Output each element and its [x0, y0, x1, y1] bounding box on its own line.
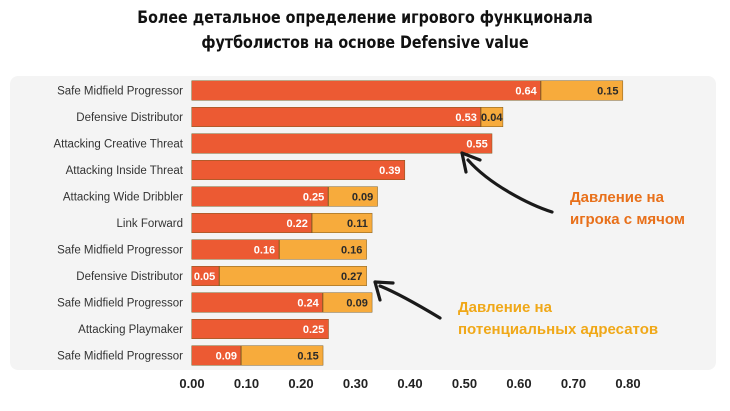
bar-value-label-series-2: 0.16	[341, 245, 362, 257]
bar-segment-series-2	[322, 293, 372, 312]
bar-segment-series-1	[192, 293, 323, 312]
bar-value-label-series-2: 0.04	[481, 112, 503, 124]
annotation-receiver-pressure: Давление на потенциальных адресатов	[458, 299, 658, 338]
bar-segment-series-1	[192, 187, 329, 206]
x-tick-label: 0.70	[561, 376, 586, 391]
category-label: Safe Midfield Progressor	[57, 245, 183, 257]
bar-segment-series-1	[192, 213, 312, 233]
x-tick-label: 0.40	[397, 376, 422, 391]
bar-value-label-series-1: 0.39	[379, 165, 400, 177]
bar-segment-series-2	[311, 213, 372, 233]
category-label: Defensive Distributor	[76, 271, 183, 283]
bar-value-label-series-2: 0.09	[346, 298, 367, 310]
bar-value-label-series-1: 0.05	[194, 271, 215, 283]
category-label: Attacking Playmaker	[78, 324, 183, 336]
x-tick-label: 0.30	[343, 376, 368, 391]
bar-segment-series-2	[480, 107, 503, 127]
category-label: Attacking Inside Threat	[66, 165, 184, 177]
bar-value-label-series-2: 0.15	[297, 351, 318, 363]
x-tick-label: 0.10	[234, 376, 259, 391]
category-label: Attacking Wide Dribbler	[63, 192, 183, 204]
chart-title: Более детальное определение игрового фун…	[58, 6, 671, 56]
x-tick-label: 0.60	[506, 376, 531, 391]
bar-value-label-series-2: 0.11	[347, 218, 368, 230]
annotation-receiver-pressure-line-2: потенциальных адресатов	[458, 321, 658, 338]
bar-segment-series-1	[192, 240, 280, 259]
bar-segment-series-2	[241, 346, 323, 365]
bar-value-label-series-1: 0.53	[455, 112, 476, 124]
bars-group: 0.64 0.15 0.53 0.04 0.55 0.39 0.25 0.09 0.22 0.11…	[191, 80, 624, 366]
chart-title-line-1: Более детальное определение игрового фун…	[137, 8, 593, 28]
bar-value-label-series-1: 0.24	[297, 298, 319, 310]
bar-segment-series-1	[192, 107, 481, 127]
bar-segment-series-1	[192, 134, 492, 153]
bar-segment-series-1	[192, 346, 242, 365]
bar-segment-series-1	[192, 319, 329, 339]
bar-value-label-series-2: 0.27	[341, 271, 362, 283]
bar-value-label-series-1: 0.55	[466, 139, 487, 151]
bar-segment-series-2	[328, 187, 378, 206]
bar-value-label-series-1: 0.25	[303, 324, 324, 336]
category-label: Link Forward	[117, 218, 183, 230]
category-label: Safe Midfield Progressor	[57, 298, 183, 310]
x-axis-ticks-group: 0.00 0.10 0.20 0.30 0.40 0.50 0.60 0.70 0.80	[179, 376, 640, 391]
annotation-ball-pressure-line-2: игрока с мячом	[570, 211, 685, 228]
annotation-receiver-pressure-line-1: Давление на	[458, 299, 553, 316]
bar-value-label-series-1: 0.22	[286, 218, 307, 230]
annotation-ball-pressure-line-1: Давление на	[570, 189, 665, 206]
annotation-ball-pressure: Давление на игрока с мячом	[570, 189, 685, 228]
category-labels-group: Safe Midfield Progressor Defensive Distri…	[53, 86, 183, 363]
bar-segment-series-2	[219, 266, 367, 286]
bar-segment-series-1	[192, 160, 405, 180]
category-label: Defensive Distributor	[76, 112, 183, 124]
bar-value-label-series-1: 0.16	[254, 245, 275, 257]
bar-segment-series-2	[540, 81, 623, 100]
bar-value-label-series-2: 0.15	[597, 86, 618, 98]
bar-value-label-series-2: 0.09	[352, 192, 373, 204]
bar-value-label-series-1: 0.09	[216, 351, 237, 363]
bar-segment-series-2	[279, 240, 367, 259]
x-tick-label: 0.80	[615, 376, 640, 391]
category-label: Safe Midfield Progressor	[57, 351, 183, 363]
bar-segment-series-1	[192, 266, 220, 286]
bar-segment-series-1	[192, 81, 541, 100]
arrow-receiver-pressure	[373, 280, 442, 320]
bar-value-label-series-1: 0.25	[303, 192, 324, 204]
x-tick-label: 0.20	[288, 376, 313, 391]
x-tick-label: 0.00	[179, 376, 204, 391]
x-tick-label: 0.50	[452, 376, 477, 391]
bar-value-label-series-1: 0.64	[515, 86, 537, 98]
chart-title-line-2: футболистов на основе Defensive value	[201, 33, 529, 53]
arrow-ball-pressure	[460, 151, 554, 214]
category-label: Safe Midfield Progressor	[57, 86, 183, 98]
category-label: Attacking Creative Threat	[53, 139, 183, 151]
